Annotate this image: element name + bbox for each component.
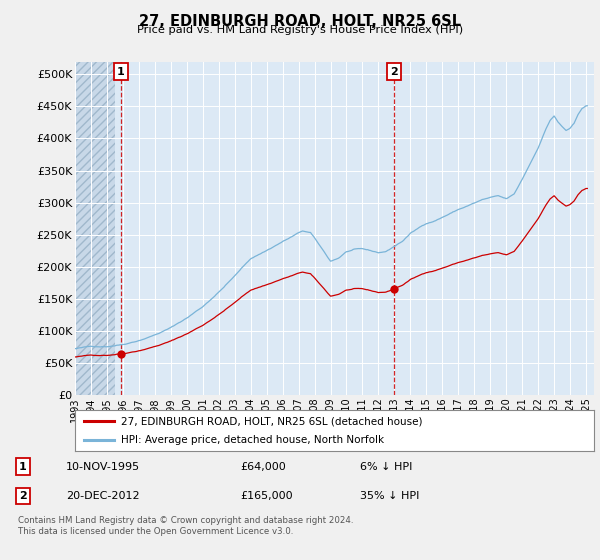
Text: 27, EDINBURGH ROAD, HOLT, NR25 6SL (detached house): 27, EDINBURGH ROAD, HOLT, NR25 6SL (deta… — [121, 417, 422, 426]
Bar — [75, 62, 115, 395]
Text: 20-DEC-2012: 20-DEC-2012 — [66, 491, 140, 501]
Text: 10-NOV-1995: 10-NOV-1995 — [66, 461, 140, 472]
Text: 1: 1 — [19, 461, 26, 472]
Text: 2: 2 — [390, 67, 398, 77]
Text: 1: 1 — [117, 67, 125, 77]
Text: 6% ↓ HPI: 6% ↓ HPI — [360, 461, 412, 472]
Text: Contains HM Land Registry data © Crown copyright and database right 2024.
This d: Contains HM Land Registry data © Crown c… — [18, 516, 353, 536]
Text: Price paid vs. HM Land Registry's House Price Index (HPI): Price paid vs. HM Land Registry's House … — [137, 25, 463, 35]
Text: £165,000: £165,000 — [240, 491, 293, 501]
Text: 2: 2 — [19, 491, 26, 501]
Text: 27, EDINBURGH ROAD, HOLT, NR25 6SL: 27, EDINBURGH ROAD, HOLT, NR25 6SL — [139, 14, 461, 29]
Text: HPI: Average price, detached house, North Norfolk: HPI: Average price, detached house, Nort… — [121, 435, 384, 445]
Text: £64,000: £64,000 — [240, 461, 286, 472]
Text: 35% ↓ HPI: 35% ↓ HPI — [360, 491, 419, 501]
